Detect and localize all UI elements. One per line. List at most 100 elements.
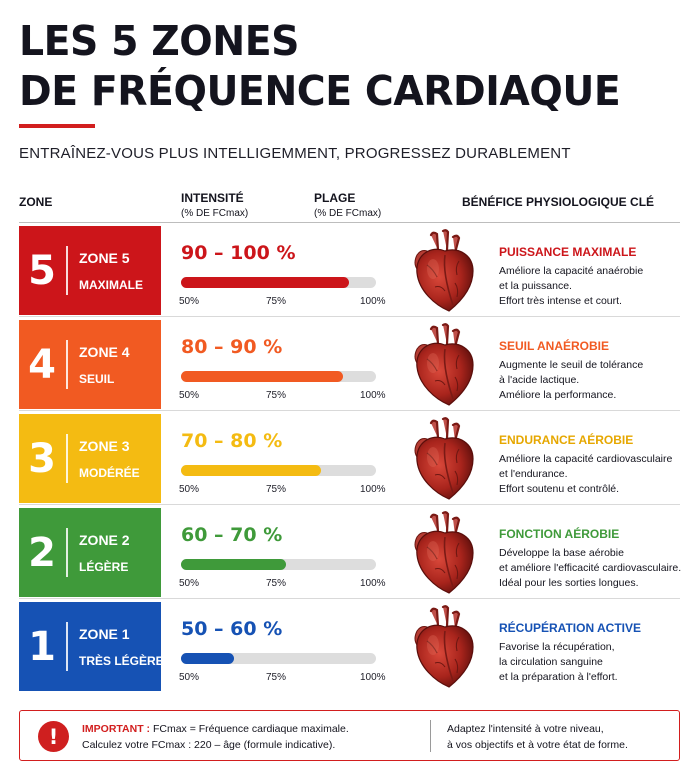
zone-sublabel: SEUIL: [79, 372, 115, 386]
tick-75: 75%: [266, 296, 287, 307]
notice-divider: [430, 720, 431, 752]
header-intensity: INTENSITÉ (% DE FCmax): [181, 191, 248, 219]
benefit-title: ENDURANCE AÉROBIE: [499, 433, 634, 447]
zone-badge: 3 ZONE 3 MODÉRÉE: [19, 414, 161, 503]
zone-label: ZONE 4: [79, 344, 130, 360]
anatomical-heart-icon: [409, 511, 481, 595]
anatomical-heart-icon: [409, 229, 481, 313]
header-range-sub: (% DE FCmax): [314, 208, 382, 219]
notice-advice: Adaptez l'intensité à votre niveau, à vo…: [447, 721, 628, 753]
intensity-bar-fill: [181, 277, 349, 288]
notice-strong: IMPORTANT :: [82, 723, 151, 735]
page-title: LES 5 ZONES DE FRÉQUENCE CARDIAQUE: [19, 16, 621, 116]
header-zone: ZONE: [19, 195, 53, 209]
benefit-title: RÉCUPÉRATION ACTIVE: [499, 621, 642, 635]
intensity-bar-track: [181, 465, 376, 476]
header-intensity-sub: (% DE FCmax): [181, 208, 249, 219]
notice-text: IMPORTANT : FCmax = Fréquence cardiaque …: [82, 721, 349, 753]
zone-number: 5: [28, 247, 56, 294]
tick-75: 75%: [266, 578, 287, 589]
benefit-line: Améliore la performance.: [499, 389, 617, 401]
benefit-line: Favorise la récupération,: [499, 641, 615, 653]
zone-badge-divider: [66, 434, 68, 483]
row-divider: [19, 410, 680, 411]
zone-badge: 5 ZONE 5 MAXIMALE: [19, 226, 161, 315]
zone-number: 3: [28, 435, 56, 482]
header-divider: [19, 222, 680, 223]
notice-line-1: FCmax = Fréquence cardiaque maximale.: [150, 723, 349, 735]
notice-advice-line-1: Adaptez l'intensité à votre niveau,: [447, 723, 604, 735]
anatomical-heart-icon: [409, 417, 481, 501]
header-benefit: BÉNÉFICE PHYSIOLOGIQUE CLÉ: [462, 195, 655, 209]
zone-range: 70 – 80 %: [181, 430, 283, 452]
zone-range: 80 – 90 %: [181, 336, 283, 358]
tick-100: 100%: [360, 578, 386, 589]
intensity-bar-track: [181, 559, 376, 570]
zone-label: ZONE 1: [79, 626, 130, 642]
zone-number: 1: [28, 623, 56, 670]
intensity-bar-fill: [181, 465, 322, 476]
header-range: PLAGE (% DE FCmax): [314, 191, 381, 219]
benefit-line: Améliore la capacité anaérobie: [499, 265, 644, 277]
zone-badge: 4 ZONE 4 SEUIL: [19, 320, 161, 409]
zone-sublabel: MAXIMALE: [79, 278, 143, 292]
tick-100: 100%: [360, 672, 386, 683]
header-range-label: PLAGE: [314, 191, 356, 205]
zone-number: 2: [28, 529, 56, 576]
zone-badge: 2 ZONE 2 LÉGÈRE: [19, 508, 161, 597]
benefit-line: Effort soutenu et contrôlé.: [499, 483, 620, 495]
exclamation-icon: !: [38, 721, 69, 752]
page-subtitle: ENTRAÎNEZ-VOUS PLUS INTELLIGEMMENT, PROG…: [19, 145, 571, 162]
tick-100: 100%: [360, 484, 386, 495]
anatomical-heart-icon: [409, 605, 481, 689]
zone-row-1: 1 ZONE 1 TRÈS LÉGÈRE 50 – 60 % 50% 75% 1…: [19, 600, 680, 693]
intensity-bar-fill: [181, 653, 234, 664]
zone-label: ZONE 2: [79, 532, 130, 548]
benefit-title: SEUIL ANAÉROBIE: [499, 339, 610, 353]
zone-sublabel: MODÉRÉE: [79, 466, 140, 480]
benefit-line: et la préparation à l'effort.: [499, 671, 618, 683]
zone-number: 4: [28, 341, 56, 388]
benefit-line: Effort très intense et court.: [499, 295, 622, 307]
tick-75: 75%: [266, 390, 287, 401]
benefit-line: et l'endurance.: [499, 468, 568, 480]
zone-sublabel: TRÈS LÉGÈRE: [79, 654, 164, 668]
tick-50: 50%: [179, 578, 200, 589]
benefit-line: Idéal pour les sorties longues.: [499, 577, 639, 589]
tick-50: 50%: [179, 484, 200, 495]
row-divider: [19, 316, 680, 317]
zone-row-4: 4 ZONE 4 SEUIL 80 – 90 % 50% 75% 100% SE…: [19, 318, 680, 411]
zone-label: ZONE 3: [79, 438, 130, 454]
tick-50: 50%: [179, 390, 200, 401]
tick-75: 75%: [266, 484, 287, 495]
benefit-line: la circulation sanguine: [499, 656, 603, 668]
zone-badge-divider: [66, 622, 68, 671]
tick-50: 50%: [179, 672, 200, 683]
tick-75: 75%: [266, 672, 287, 683]
anatomical-heart-icon: [409, 323, 481, 407]
zone-range: 60 – 70 %: [181, 524, 283, 546]
notice-line-2: Calculez votre FCmax : 220 – âge (formul…: [82, 739, 336, 751]
title-line-1: LES 5 ZONES: [19, 17, 300, 65]
tick-100: 100%: [360, 390, 386, 401]
row-divider: [19, 598, 680, 599]
intensity-bar-track: [181, 371, 376, 382]
zone-badge-divider: [66, 528, 68, 577]
zone-range: 90 – 100 %: [181, 242, 296, 264]
benefit-title: FONCTION AÉROBIE: [499, 527, 620, 541]
zone-range: 50 – 60 %: [181, 618, 283, 640]
notice-advice-line-2: à vos objectifs et à votre état de forme…: [447, 739, 628, 751]
benefit-title: PUISSANCE MAXIMALE: [499, 245, 637, 259]
intensity-bar-track: [181, 653, 376, 664]
benefit-line: Augmente le seuil de tolérance: [499, 359, 644, 371]
zone-row-5: 5 ZONE 5 MAXIMALE 90 – 100 % 50% 75% 100…: [19, 224, 680, 317]
zone-sublabel: LÉGÈRE: [79, 560, 129, 574]
tick-50: 50%: [179, 296, 200, 307]
intensity-bar-fill: [181, 371, 343, 382]
title-line-2: DE FRÉQUENCE CARDIAQUE: [19, 67, 621, 115]
zone-row-2: 2 ZONE 2 LÉGÈRE 60 – 70 % 50% 75% 100% F…: [19, 506, 681, 599]
benefit-line: Améliore la capacité cardiovasculaire: [499, 453, 673, 465]
benefit-line: et la puissance.: [499, 280, 572, 292]
title-accent-rule: [19, 124, 95, 128]
benefit-line: Développe la base aérobie: [499, 547, 624, 559]
